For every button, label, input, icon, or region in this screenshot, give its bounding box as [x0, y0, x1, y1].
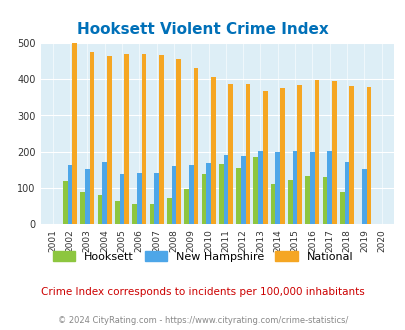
Bar — [253, 157, 258, 224]
Bar — [184, 189, 188, 224]
Bar — [228, 84, 232, 224]
Bar — [331, 82, 336, 224]
Bar — [344, 162, 349, 224]
Text: Crime Index corresponds to incidents per 100,000 inhabitants: Crime Index corresponds to incidents per… — [41, 287, 364, 297]
Bar — [349, 86, 353, 224]
Bar — [90, 51, 94, 224]
Bar — [176, 59, 181, 224]
Bar — [80, 192, 85, 224]
Bar — [210, 77, 215, 224]
Bar — [141, 54, 146, 224]
Bar — [166, 198, 171, 224]
Bar — [240, 156, 245, 224]
Bar — [132, 204, 136, 224]
Bar — [136, 173, 141, 224]
Bar — [218, 164, 223, 224]
Bar — [262, 91, 267, 224]
Bar — [309, 152, 314, 224]
Bar — [245, 84, 249, 224]
Bar — [63, 181, 68, 224]
Bar — [206, 163, 210, 224]
Bar — [158, 55, 163, 224]
Bar — [297, 85, 301, 224]
Bar — [102, 162, 107, 224]
Bar — [149, 204, 154, 224]
Bar — [270, 184, 275, 224]
Bar — [201, 174, 206, 224]
Bar — [292, 151, 297, 224]
Bar — [72, 43, 77, 224]
Bar — [361, 169, 366, 224]
Text: © 2024 CityRating.com - https://www.cityrating.com/crime-statistics/: © 2024 CityRating.com - https://www.city… — [58, 315, 347, 325]
Bar — [279, 88, 284, 224]
Bar — [275, 152, 279, 224]
Bar — [188, 165, 193, 224]
Bar — [68, 165, 72, 224]
Bar — [115, 201, 119, 224]
Bar — [223, 155, 228, 224]
Bar — [314, 80, 319, 224]
Legend: Hooksett, New Hampshire, National: Hooksett, New Hampshire, National — [48, 247, 357, 267]
Text: Hooksett Violent Crime Index: Hooksett Violent Crime Index — [77, 22, 328, 37]
Bar — [258, 151, 262, 224]
Bar — [124, 54, 129, 224]
Bar — [119, 174, 124, 224]
Bar — [85, 169, 90, 224]
Bar — [326, 151, 331, 224]
Bar — [339, 192, 344, 224]
Bar — [98, 195, 102, 224]
Bar — [305, 176, 309, 224]
Bar — [171, 166, 176, 224]
Bar — [236, 168, 240, 224]
Bar — [154, 173, 158, 224]
Bar — [322, 177, 326, 224]
Bar — [366, 87, 371, 224]
Bar — [288, 180, 292, 224]
Bar — [193, 68, 198, 224]
Bar — [107, 56, 111, 224]
